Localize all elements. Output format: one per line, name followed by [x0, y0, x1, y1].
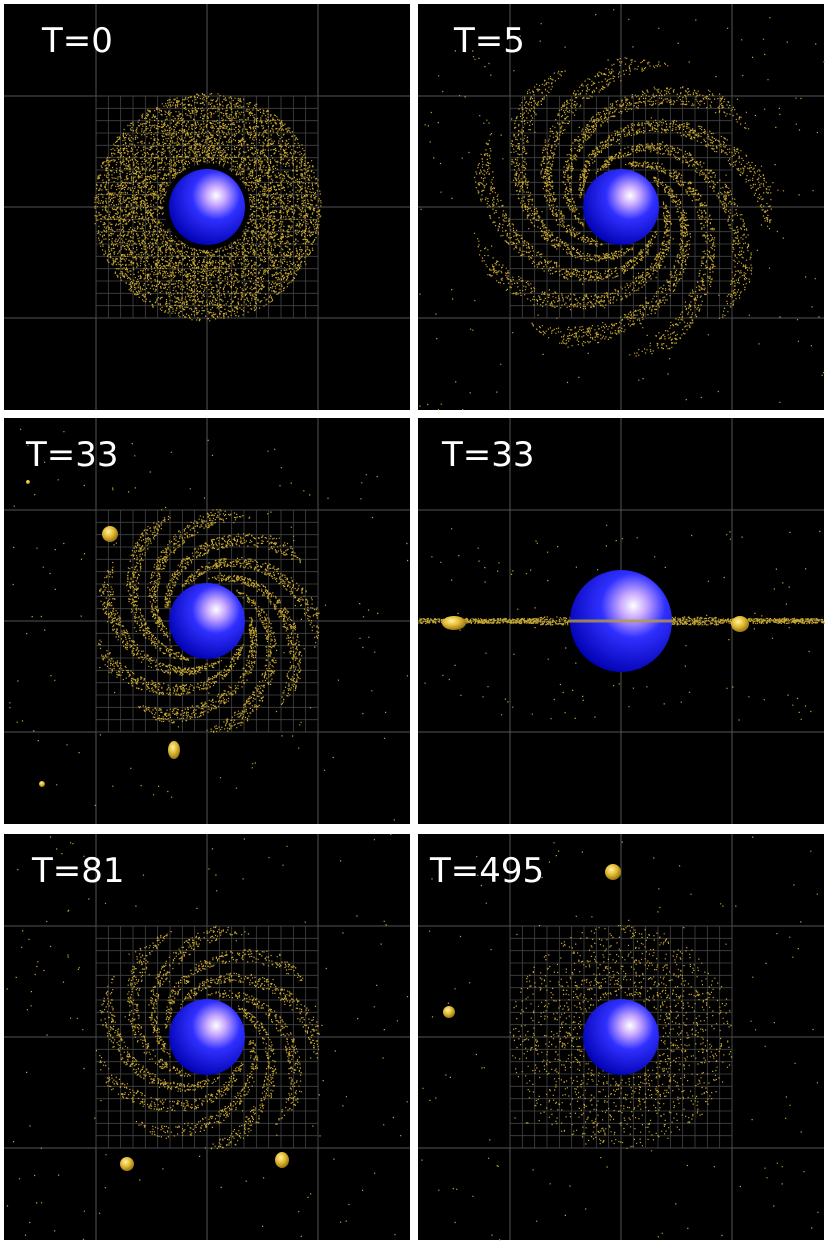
panel: T=0 [4, 4, 410, 410]
particles [419, 9, 825, 411]
planetesimal [120, 1157, 134, 1171]
planetesimal [605, 864, 621, 880]
planetesimal [442, 616, 466, 630]
planetesimal [26, 480, 30, 484]
time-label: T=0 [41, 21, 113, 61]
star [169, 583, 245, 659]
particles [421, 836, 819, 1241]
star [169, 999, 245, 1075]
planetesimal [39, 781, 45, 787]
panel: T=495 [418, 834, 824, 1241]
time-label: T=495 [429, 851, 544, 891]
star [583, 999, 659, 1075]
star [583, 169, 659, 245]
particles [6, 833, 409, 1240]
planetesimal [443, 1006, 455, 1018]
planetesimal [102, 526, 118, 542]
particles [9, 428, 409, 821]
particles [94, 93, 322, 322]
panel: T=33 [4, 418, 410, 824]
time-label: T=5 [453, 21, 525, 61]
panel: T=5 [418, 4, 825, 411]
time-label: T=33 [441, 435, 535, 475]
planetesimal [168, 741, 180, 759]
disk-front [568, 619, 674, 623]
planetesimal [731, 616, 749, 632]
time-label: T=33 [25, 435, 119, 475]
panel: T=33 [418, 418, 825, 824]
star [169, 169, 245, 245]
panel: T=81 [4, 833, 410, 1240]
time-label: T=81 [31, 851, 125, 891]
planetesimal [275, 1152, 289, 1168]
